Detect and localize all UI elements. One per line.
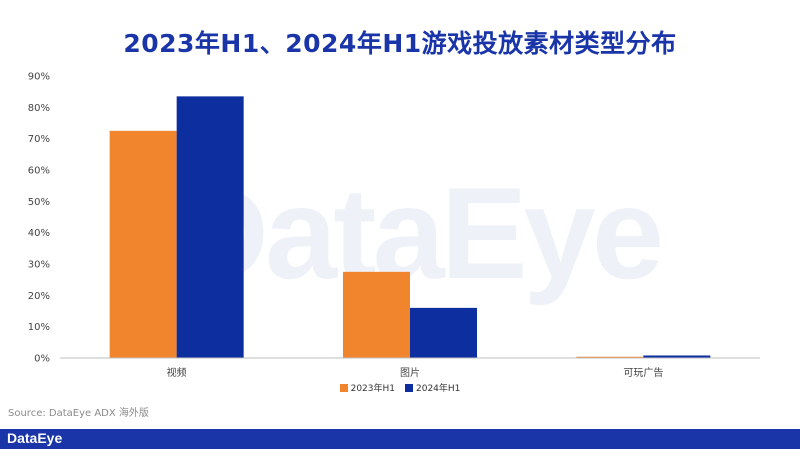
bar-2024-2 — [643, 355, 711, 358]
y-tick-label: 90% — [28, 72, 50, 83]
y-tick-label: 10% — [28, 322, 50, 333]
legend-swatch-2024 — [405, 383, 413, 392]
bar-2024-0 — [176, 96, 244, 358]
bar-2023-2 — [576, 356, 644, 358]
legend-swatch-2023 — [339, 383, 348, 392]
y-tick-label: 30% — [28, 260, 50, 271]
footer-logo: DataEye — [7, 430, 63, 446]
watermark-logo: DataEye — [175, 160, 664, 306]
y-tick-label: 70% — [28, 134, 50, 145]
y-tick-label: 80% — [28, 103, 50, 114]
x-tick-label: 视频 — [167, 366, 187, 379]
y-tick-label: 50% — [28, 197, 50, 208]
y-tick-label: 20% — [28, 291, 50, 302]
legend-label-2024: 2024年H1 — [416, 384, 461, 394]
bar-2023-0 — [109, 130, 177, 358]
legend-item-2023: 2023年H1 — [339, 381, 395, 394]
x-tick-label: 可玩广告 — [623, 366, 663, 379]
legend-item-2024: 2024年H1 — [405, 381, 460, 394]
footer-bar: DataEye — [0, 429, 800, 449]
y-tick-label: 60% — [28, 166, 50, 177]
source-note: Source: DataEye ADX 海外版 — [8, 408, 149, 419]
y-tick-label: 0% — [34, 354, 50, 365]
y-tick-label: 40% — [28, 228, 50, 239]
chart-title: 2023年H1、2024年H1游戏投放素材类型分布 — [123, 29, 677, 58]
legend-label-2023: 2023年H1 — [350, 384, 395, 394]
x-tick-label: 图片 — [400, 366, 420, 379]
legend: 2023年H1 2024年H1 — [0, 381, 800, 394]
bar-2024-1 — [410, 307, 477, 358]
bar-2023-1 — [343, 271, 410, 358]
